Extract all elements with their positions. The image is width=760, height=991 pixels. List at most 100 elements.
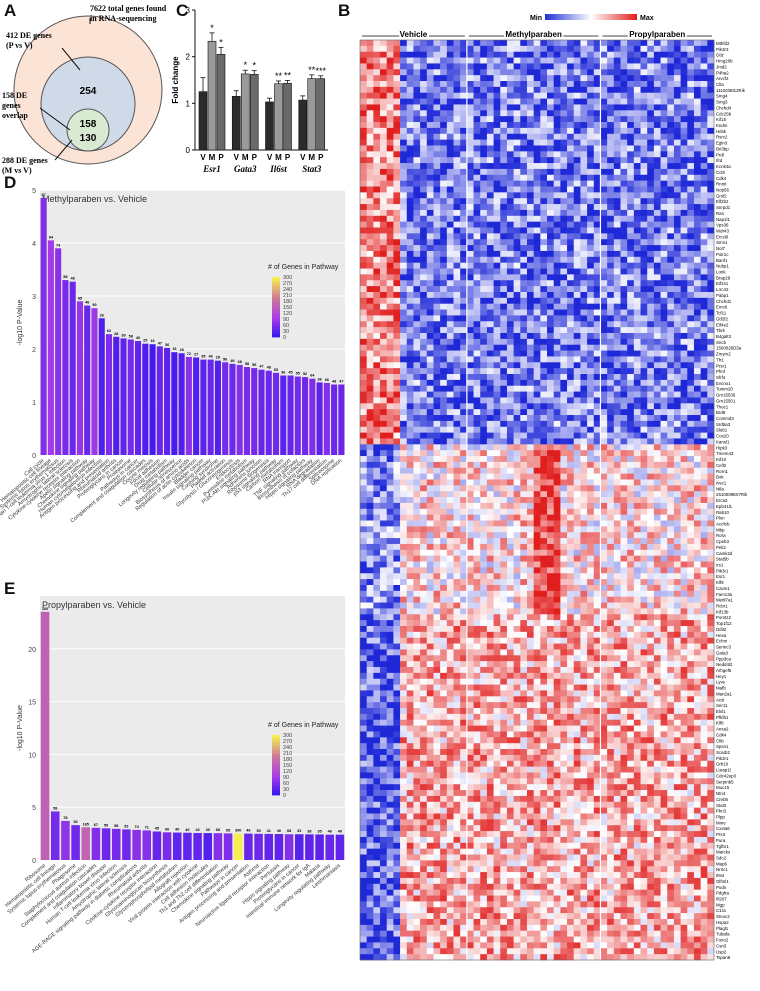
heatmap-cell <box>660 497 668 504</box>
heatmap-cell <box>493 163 501 170</box>
heatmap-cell <box>560 374 568 381</box>
heatmap-cell <box>540 92 548 99</box>
heatmap-cell <box>653 51 661 58</box>
heatmap-cell <box>433 444 441 451</box>
heatmap-cell <box>560 303 568 310</box>
heatmap-cell <box>420 262 428 269</box>
heatmap-cell <box>473 133 481 140</box>
heatmap-cell <box>667 420 675 428</box>
heatmap-cell <box>493 309 501 316</box>
heatmap-cell <box>700 221 708 228</box>
heatmap-cell <box>440 420 448 428</box>
heatmap-cell <box>593 221 601 228</box>
heatmap-cell <box>420 379 428 387</box>
heatmap-cell <box>446 350 454 357</box>
heatmap-cell <box>693 92 701 99</box>
heatmap-cell <box>667 198 675 205</box>
heatmap-cell <box>433 321 441 328</box>
heatmap-cell <box>560 467 568 474</box>
heatmap-cell <box>693 151 701 158</box>
heatmap-cell <box>560 110 568 117</box>
heatmap-cell <box>426 444 434 451</box>
heatmap-cell <box>533 227 541 234</box>
heatmap-cell <box>613 268 621 275</box>
heatmap-cell <box>413 286 421 293</box>
heatmap-cell <box>480 116 488 123</box>
heatmap-cell <box>413 157 421 164</box>
heatmap-cell <box>440 344 448 351</box>
heatmap-cell <box>473 110 481 117</box>
heatmap-cell <box>413 63 421 70</box>
heatmap-cell <box>486 127 494 135</box>
heatmap-cell <box>540 174 548 181</box>
heatmap-cell <box>593 286 601 293</box>
heatmap-cell <box>400 368 408 375</box>
heatmap-cell <box>406 502 414 510</box>
heatmap-cell <box>466 338 474 346</box>
heatmap-cell <box>573 526 581 533</box>
heatmap-cell <box>553 426 561 433</box>
fc-y-axis-label: Fold change <box>171 56 180 104</box>
heatmap-cell <box>453 127 461 135</box>
heatmap-cell <box>707 256 715 263</box>
heatmap-cell <box>553 491 561 498</box>
heatmap-cell <box>400 262 408 269</box>
heatmap-cell <box>506 192 514 199</box>
heatmap-cell <box>580 198 588 205</box>
heatmap-cell <box>513 86 521 94</box>
heatmap-cell <box>400 532 408 539</box>
heatmap-cell <box>453 174 461 181</box>
heatmap-cell <box>633 209 641 217</box>
heatmap-row-label: Slub1 <box>716 428 728 433</box>
heatmap-cell <box>640 532 648 539</box>
heatmap-cell <box>393 543 401 551</box>
heatmap-row-label: Grsf2 <box>716 193 727 198</box>
heatmap-cell <box>533 338 541 346</box>
heatmap-cell <box>633 198 641 205</box>
heatmap-cell <box>466 356 474 363</box>
heatmap-cell <box>493 40 501 47</box>
heatmap-cell <box>386 356 394 363</box>
heatmap-cell <box>640 543 648 551</box>
heatmap-cell <box>607 245 615 252</box>
heatmap-cell <box>393 520 401 527</box>
heatmap-cell <box>380 75 388 82</box>
heatmap-cell <box>393 122 401 129</box>
heatmap-cell <box>426 321 434 328</box>
heatmap-cell <box>520 256 528 263</box>
heatmap-cell <box>506 139 514 146</box>
heatmap-cell <box>673 508 681 515</box>
heatmap-cell <box>400 239 408 246</box>
heatmap-cell <box>453 374 461 381</box>
heatmap-cell <box>506 350 514 357</box>
heatmap-cell <box>600 420 608 428</box>
heatmap-cell <box>473 174 481 181</box>
heatmap-cell <box>533 309 541 316</box>
heatmap-cell <box>500 426 508 433</box>
fc-significance-star: * <box>210 23 214 33</box>
heatmap-cell <box>607 385 615 392</box>
heatmap-cell <box>587 116 595 123</box>
heatmap-cell <box>547 122 554 129</box>
heatmap-cell <box>486 280 494 287</box>
heatmap-cell <box>513 75 521 82</box>
heatmap-cell <box>426 297 434 304</box>
heatmap-cell <box>373 415 381 422</box>
heatmap-cell <box>480 250 488 258</box>
heatmap-cell <box>513 81 521 88</box>
heatmap-cell <box>660 180 668 187</box>
heatmap-cell <box>540 520 548 527</box>
heatmap-cell <box>520 450 528 457</box>
heatmap-cell <box>580 538 588 545</box>
heatmap-cell <box>440 40 448 47</box>
heatmap-cell <box>600 555 608 562</box>
heatmap-cell <box>633 81 641 88</box>
heatmap-cell <box>513 180 521 187</box>
heatmap-cell <box>520 286 528 293</box>
heatmap-cell <box>600 491 608 498</box>
heatmap-cell <box>640 174 648 181</box>
heatmap-cell <box>500 444 508 451</box>
venn-pv-pointer <box>61 47 81 71</box>
heatmap-cell <box>526 145 534 152</box>
heatmap-cell <box>506 104 514 111</box>
